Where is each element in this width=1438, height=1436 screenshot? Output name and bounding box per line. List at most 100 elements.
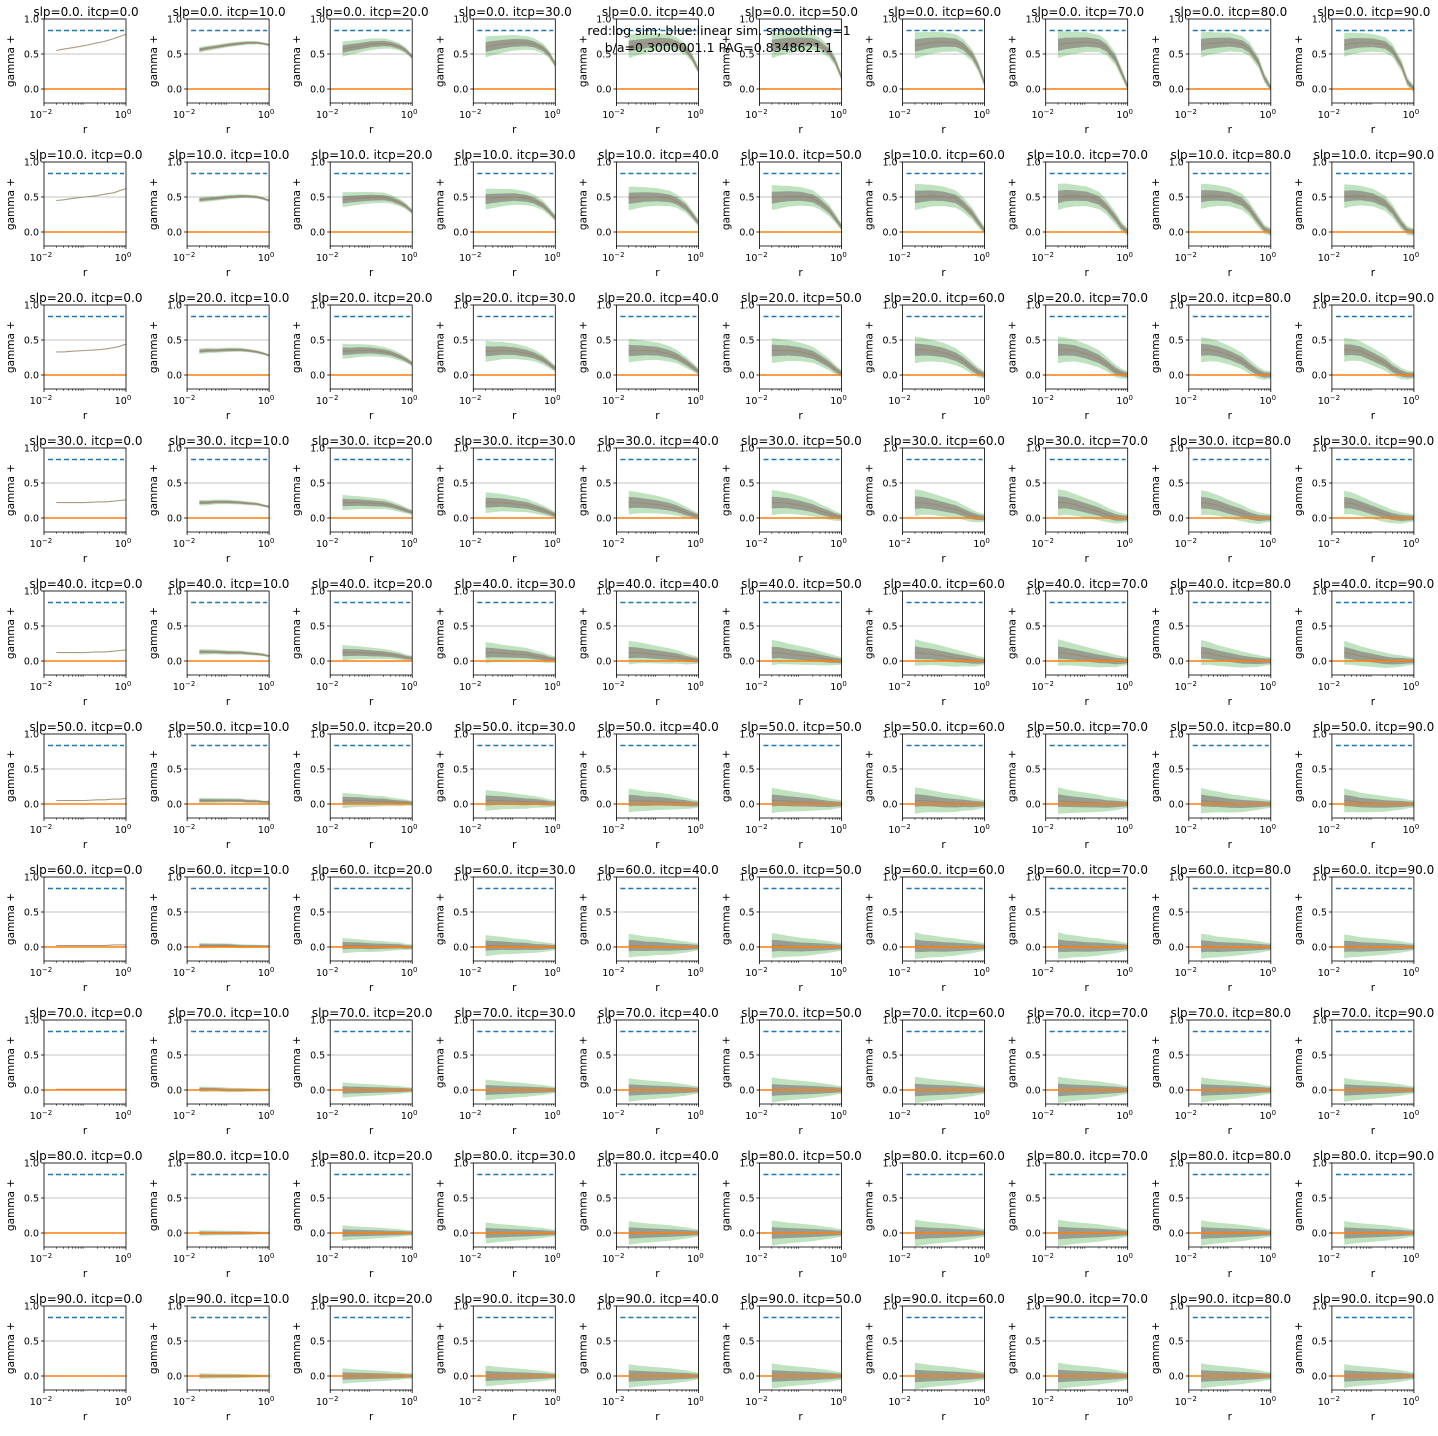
x-tick-label: 10−2 — [1175, 1252, 1197, 1265]
y-tick-label: 1.0 — [453, 158, 468, 169]
y-axis-label: gamma + — [577, 464, 589, 516]
y-tick-label: 0.5 — [596, 1194, 611, 1205]
axes-frame — [329, 1305, 413, 1391]
y-tick-label: 0.0 — [1312, 85, 1327, 96]
x-tick-label: 10−2 — [459, 680, 481, 693]
x-tick-label: 100 — [830, 108, 847, 121]
x-axis-label: r — [1371, 267, 1376, 279]
x-axis-label: r — [1228, 1125, 1233, 1137]
x-tick-label: 10−2 — [888, 251, 910, 264]
y-tick-label: 1.0 — [167, 1159, 182, 1170]
subplot: 0.0 0.5 1.0 10−2 100 r gamma + slp=30.0. itcp=7… — [1007, 434, 1148, 565]
axes-frame — [1045, 1019, 1129, 1105]
y-axis-label: gamma + — [1150, 321, 1162, 373]
green-band — [1201, 32, 1271, 92]
x-axis-label: r — [226, 982, 231, 994]
linear-sim-band — [1201, 496, 1271, 522]
axes-frame — [1188, 161, 1272, 247]
y-axis-label: gamma + — [291, 750, 303, 802]
axes-frame — [1188, 876, 1272, 962]
subplot: 0.0 0.5 1.0 10−2 100 r gamma + slp=0.0. itcp=80… — [1150, 5, 1288, 136]
subplot: 0.0 0.5 1.0 10−2 100 r gamma + slp=90.0. itcp=6… — [864, 1292, 1005, 1423]
y-tick-label: 0.0 — [453, 1086, 468, 1097]
y-tick-label: 0.5 — [453, 622, 468, 633]
linear-sim-band — [771, 496, 842, 520]
axes-frame — [186, 1162, 270, 1248]
y-tick-label: 0.0 — [596, 1229, 611, 1240]
y-tick-label: 0.0 — [1169, 1086, 1184, 1097]
x-tick-label: 100 — [830, 1395, 847, 1408]
y-tick-label: 1.0 — [24, 1159, 39, 1170]
y-tick-label: 0.0 — [882, 85, 897, 96]
subplot: 0.0 0.5 1.0 10−2 100 r gamma + slp=90.0. itcp=3… — [434, 1292, 575, 1423]
green-band — [485, 935, 556, 957]
x-tick-label: 100 — [1403, 680, 1420, 693]
subplot-title: slp=20.0. itcp=50.0 — [741, 291, 862, 305]
y-tick-label: 0.0 — [167, 85, 182, 96]
subplot: 0.0 0.5 1.0 10−2 100 r gamma + slp=90.0. itcp=7… — [1007, 1292, 1148, 1423]
linear-sim-band — [628, 192, 699, 225]
x-tick-label: 100 — [1260, 680, 1277, 693]
y-tick-label: 0.5 — [310, 908, 325, 919]
x-tick-label: 100 — [258, 394, 275, 407]
y-tick-label: 0.5 — [739, 193, 754, 204]
y-tick-label: 1.0 — [1312, 1159, 1327, 1170]
x-axis-label: r — [512, 982, 517, 994]
axes-frame — [616, 304, 699, 390]
y-tick-label: 1.0 — [310, 444, 325, 455]
subplot: 0.0 0.5 1.0 10−2 100 r gamma + slp=0.0. itcp=10… — [148, 5, 286, 136]
x-axis-label: r — [1371, 124, 1376, 136]
subplot-title: slp=10.0. itcp=0.0 — [30, 148, 143, 162]
subplot: 0.0 0.5 1.0 10−2 100 r gamma + slp=90.0. itcp=2… — [291, 1292, 432, 1423]
x-tick-label: 10−2 — [316, 1395, 338, 1408]
x-tick-label: 10−2 — [602, 1252, 624, 1265]
y-tick-label: 0.5 — [739, 765, 754, 776]
x-tick-label: 10−2 — [173, 1109, 195, 1122]
subplot: 0.0 0.5 1.0 10−2 100 r gamma + slp=60.0. itcp=5… — [721, 863, 862, 994]
green-band — [485, 790, 556, 811]
x-tick-label: 10−2 — [602, 394, 624, 407]
y-tick-label: 0.0 — [167, 1229, 182, 1240]
axes-frame — [616, 876, 699, 962]
mean-curve — [771, 652, 842, 662]
y-tick-label: 1.0 — [310, 873, 325, 884]
y-axis-label: gamma + — [721, 1322, 733, 1374]
x-axis-label: r — [83, 267, 88, 279]
x-tick-label: 100 — [401, 251, 418, 264]
green-band — [1344, 32, 1414, 93]
x-axis-label: r — [369, 839, 374, 851]
axes-frame — [1188, 447, 1272, 533]
subplot: 0.0 0.5 1.0 10−2 100 r gamma + slp=10.0. itcp=7… — [1007, 148, 1148, 279]
y-tick-label: 0.0 — [167, 1086, 182, 1097]
subplot-title: slp=70.0. itcp=50.0 — [741, 1006, 862, 1020]
x-tick-label: 100 — [544, 1109, 561, 1122]
y-tick-label: 1.0 — [1169, 1159, 1184, 1170]
subplot-title: slp=50.0. itcp=80.0 — [1170, 720, 1291, 734]
subplot: 0.0 0.5 1.0 10−2 100 r gamma + slp=50.0. itcp=5… — [721, 720, 862, 851]
y-tick-label: 1.0 — [24, 301, 39, 312]
x-tick-label: 100 — [1116, 1109, 1133, 1122]
y-tick-label: 0.5 — [739, 908, 754, 919]
y-tick-label: 0.0 — [167, 514, 182, 525]
x-tick-label: 100 — [830, 1109, 847, 1122]
x-axis-label: r — [798, 1268, 803, 1280]
y-axis-label: gamma + — [577, 893, 589, 945]
axes-frame — [43, 590, 127, 676]
subplot-title: slp=10.0. itcp=30.0 — [455, 148, 576, 162]
y-tick-label: 0.0 — [1312, 943, 1327, 954]
green-band — [628, 933, 699, 958]
x-axis-label: r — [1085, 839, 1090, 851]
y-tick-label: 0.0 — [1026, 85, 1041, 96]
subplot-title: slp=40.0. itcp=90.0 — [1314, 577, 1435, 591]
mean-curve — [485, 652, 556, 661]
x-tick-label: 10−2 — [745, 1252, 767, 1265]
y-tick-label: 0.0 — [596, 228, 611, 239]
y-tick-label: 0.0 — [596, 514, 611, 525]
x-axis-label: r — [1228, 1411, 1233, 1423]
x-tick-label: 100 — [973, 1395, 990, 1408]
y-tick-label: 1.0 — [1026, 15, 1041, 26]
linear-sim-band — [485, 795, 556, 806]
x-axis-label: r — [512, 410, 517, 422]
axes-frame — [43, 447, 127, 533]
x-tick-label: 10−2 — [1031, 251, 1053, 264]
